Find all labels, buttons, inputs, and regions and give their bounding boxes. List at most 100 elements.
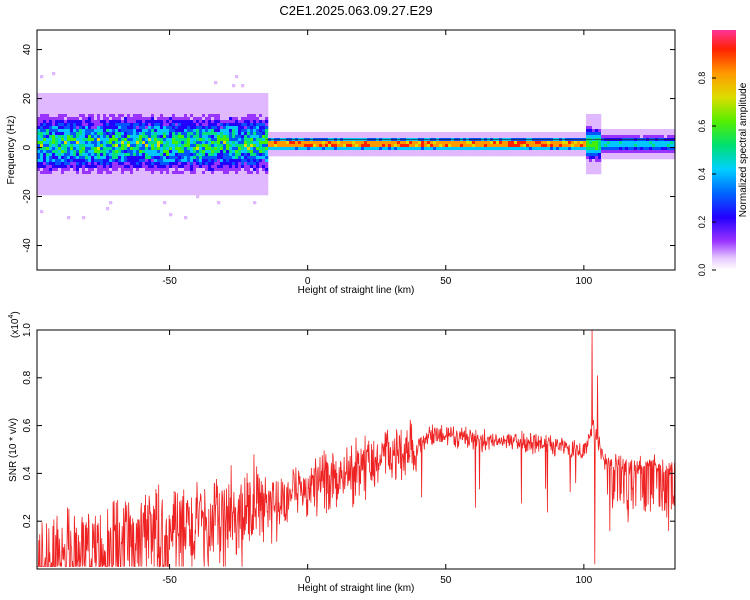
spectrogram-cell	[235, 174, 239, 178]
spectrogram-cell	[622, 129, 626, 133]
spectrogram-cell	[214, 81, 218, 85]
spectrogram-cell	[667, 141, 671, 145]
spectrogram-cell	[598, 147, 602, 151]
spectrogram-cell	[175, 165, 179, 169]
spectrogram-cell	[232, 183, 236, 187]
spectrogram-cell	[391, 135, 395, 139]
spectrogram-cell	[526, 150, 530, 154]
spectrogram-cell	[109, 168, 113, 172]
spectrogram-cell	[148, 123, 152, 127]
spectrogram-cell	[151, 102, 155, 106]
spectrogram-cell	[499, 135, 503, 139]
spectrogram-cell	[430, 141, 434, 145]
spectrogram-cell	[61, 117, 65, 121]
spectrogram-cell	[628, 129, 632, 133]
spectrogram-cell	[205, 108, 209, 112]
spectrogram-cell	[106, 111, 110, 115]
spectrogram-cell	[202, 162, 206, 166]
spectrogram-cell	[586, 147, 590, 151]
spectrogram-cell	[103, 183, 107, 187]
spectrogram-cell	[205, 147, 209, 151]
spectrogram-cell	[112, 174, 116, 178]
spectrogram-cell	[97, 117, 101, 121]
spectrogram-cell	[574, 132, 578, 136]
spectrogram-cell	[247, 135, 251, 139]
spectrogram-cell	[193, 180, 197, 184]
spectrogram-cell	[49, 189, 53, 193]
spectrogram-cell	[394, 144, 398, 148]
spectrogram-cell	[169, 144, 173, 148]
spectrogram-cell	[166, 174, 170, 178]
spectrogram-cell	[199, 165, 203, 169]
spectrogram-cell	[250, 150, 254, 154]
spectrogram-cell	[412, 150, 416, 154]
spectrogram-cell	[628, 135, 632, 139]
spectrogram-cell	[622, 150, 626, 154]
x-tick-label: -50	[162, 575, 177, 586]
spectrogram-cell	[64, 108, 68, 112]
spectrogram-cell	[154, 153, 158, 157]
spectrogram-cell	[208, 180, 212, 184]
spectrogram-cell	[121, 165, 125, 169]
spectrogram-cell	[628, 156, 632, 160]
spectrogram-cell	[106, 165, 110, 169]
spectrogram-cell	[79, 138, 83, 142]
spectrogram-cell	[250, 102, 254, 106]
spectrogram-cell	[595, 120, 599, 124]
spectrogram-cell	[670, 150, 674, 154]
spectrogram-cell	[316, 132, 320, 136]
spectrogram-cell	[541, 147, 545, 151]
spectrogram-cell	[208, 159, 212, 163]
spectrogram-cell	[337, 141, 341, 145]
spectrogram-cell	[166, 186, 170, 190]
spectrogram-cell	[193, 183, 197, 187]
spectrogram-cell	[43, 171, 47, 175]
spectrogram-cell	[100, 132, 104, 136]
spectrogram-cell	[37, 93, 41, 97]
spectrogram-cell	[445, 144, 449, 148]
spectrogram-cell	[253, 147, 257, 151]
spectrogram-cell	[196, 150, 200, 154]
spectrogram-cell	[547, 150, 551, 154]
spectrogram-cell	[652, 147, 656, 151]
spectrogram-cell	[223, 99, 227, 103]
spectrogram-cell	[55, 144, 59, 148]
spectrogram-cell	[166, 150, 170, 154]
spectrogram-cell	[100, 192, 104, 196]
spectrogram-cell	[655, 132, 659, 136]
spectrogram-cell	[133, 147, 137, 151]
spectrogram-cell	[64, 153, 68, 157]
spectrogram-cell	[238, 132, 242, 136]
spectrogram-cell	[241, 177, 245, 181]
spectrogram-cell	[190, 189, 194, 193]
spectrogram-cell	[640, 156, 644, 160]
spectrogram-cell	[46, 102, 50, 106]
spectrogram-cell	[67, 153, 71, 157]
spectrogram-cell	[97, 168, 101, 172]
spectrogram-cell	[151, 99, 155, 103]
spectrogram-cell	[265, 147, 269, 151]
spectrogram-cell	[670, 147, 674, 151]
spectrogram-cell	[328, 135, 332, 139]
spectrogram-cell	[106, 186, 110, 190]
spectrogram-cell	[55, 99, 59, 103]
spectrogram-cell	[214, 123, 218, 127]
spectrogram-cell	[199, 138, 203, 142]
spectrogram-cell	[88, 159, 92, 163]
spectrogram-cell	[265, 192, 269, 196]
spectrogram-cell	[589, 132, 593, 136]
spectrogram-cell	[280, 132, 284, 136]
spectrogram-cell	[91, 138, 95, 142]
spectrogram-cell	[142, 183, 146, 187]
spectrogram-cell	[217, 120, 221, 124]
spectrogram-cell	[451, 150, 455, 154]
spectrogram-cell	[103, 162, 107, 166]
spectrogram-cell	[262, 171, 266, 175]
spectrogram-cell	[73, 168, 77, 172]
spectrogram-cell	[61, 150, 65, 154]
spectrogram-cell	[658, 153, 662, 157]
spectrogram-cell	[115, 123, 119, 127]
spectrogram-cell	[64, 180, 68, 184]
spectrogram-cell	[40, 171, 44, 175]
spectrogram-cell	[58, 192, 62, 196]
